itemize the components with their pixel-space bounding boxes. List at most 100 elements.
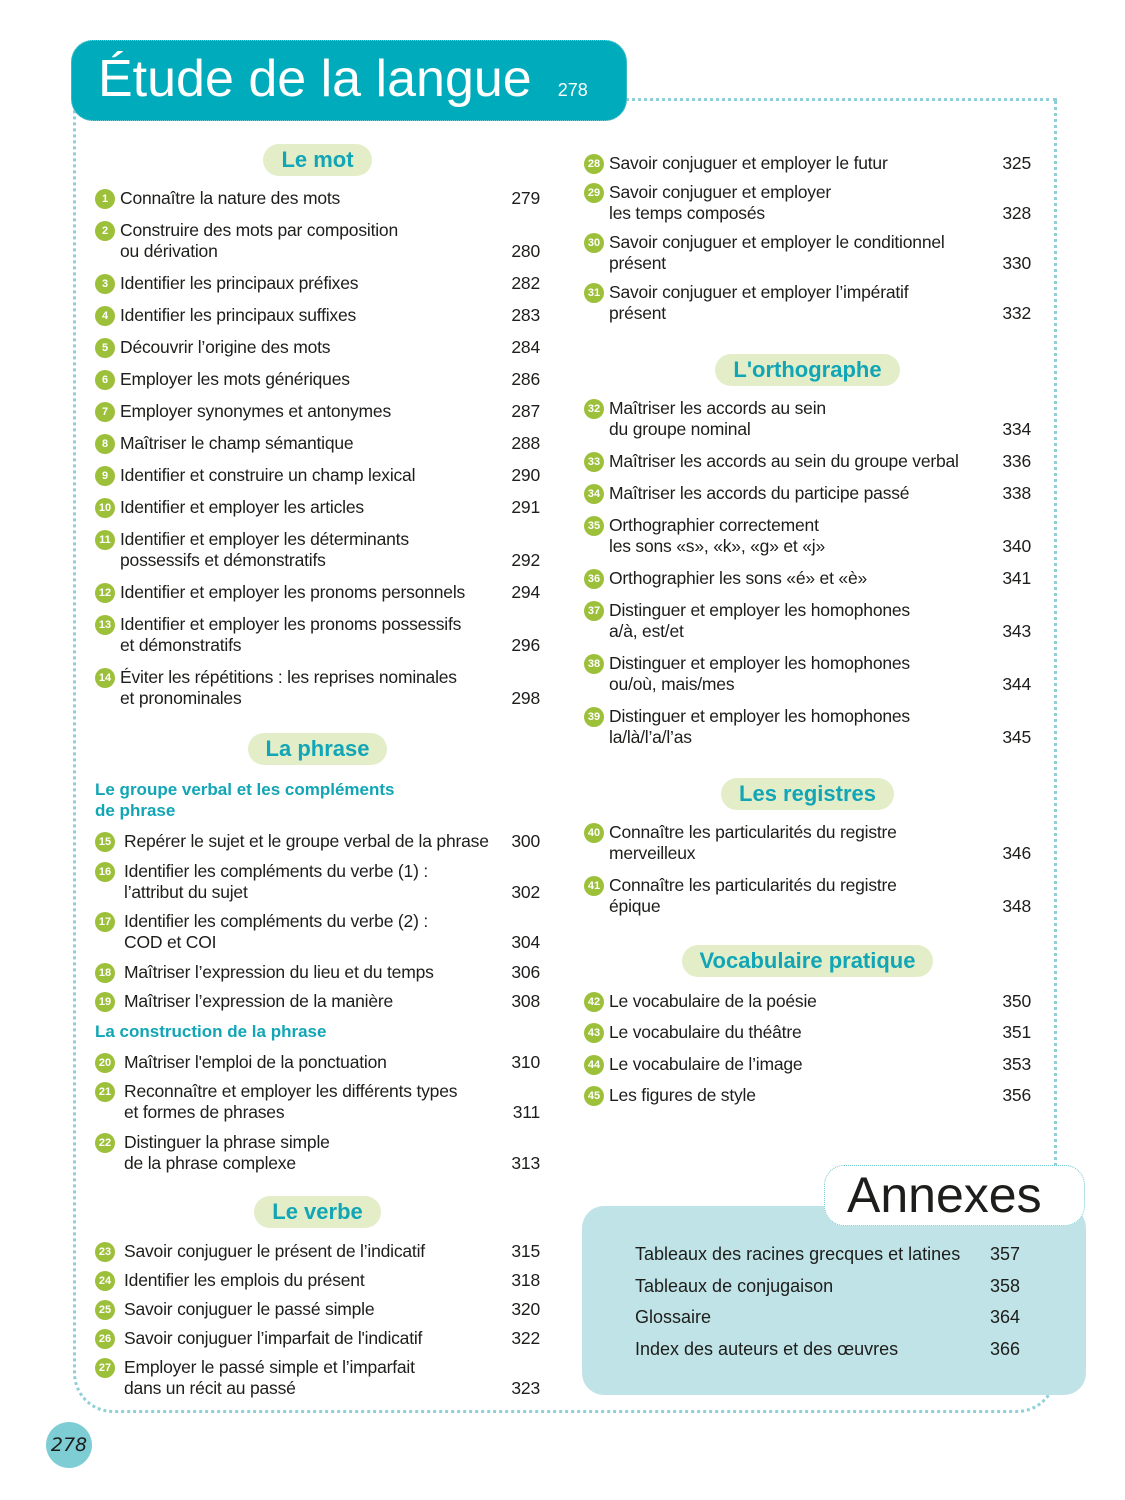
toc-entry[interactable]: 6 Employer les mots génériques 286 (95, 369, 540, 390)
annex-page: 358 (989, 1275, 1020, 1296)
entry-title: Le vocabulaire du théâtre (609, 1022, 802, 1042)
entry-page: 310 (511, 1051, 540, 1072)
entry-title: Employer les mots génériques (120, 369, 350, 389)
toc-entry[interactable]: 1 Connaître la nature des mots 279 (95, 188, 540, 209)
chapter-number-badge: 37 (584, 601, 604, 621)
toc-entry[interactable]: 4 Identifier les principaux suffixes 283 (95, 305, 540, 326)
chapter-number-badge: 25 (95, 1299, 115, 1320)
toc-entry[interactable]: 38 Distinguer et employer les homophones … (584, 653, 1031, 695)
entry-title: Le vocabulaire de la poésie (609, 990, 817, 1011)
annex-entry[interactable]: Glossaire 364 (635, 1305, 1055, 1329)
chapter-number-badge: 11 (95, 530, 115, 550)
toc-entry[interactable]: 23 Savoir conjuguer le présent de l’indic… (95, 1241, 540, 1262)
annex-entry[interactable]: Tableaux des racines grecques et latines… (635, 1242, 1055, 1266)
toc-entry[interactable]: 34 Maîtriser les accords du participe pas… (584, 483, 1031, 504)
entry-title: Maîtriser les accords au sein du groupe … (609, 451, 959, 471)
toc-entry[interactable]: 9 Identifier et construire un champ lexic… (95, 465, 540, 486)
toc-entry[interactable]: 21 Reconnaître et employer les différents… (95, 1081, 540, 1123)
entry-title: Identifier et employer les pronoms posse… (120, 614, 462, 655)
entry-page: 294 (511, 582, 540, 602)
toc-entry[interactable]: 2 Construire des mots par composition ou … (95, 220, 540, 262)
entry-page: 290 (511, 465, 540, 485)
chapter-number-badge: 18 (95, 962, 115, 983)
toc-entry[interactable]: 7 Employer synonymes et antonymes 287 (95, 401, 540, 422)
toc-entry[interactable]: 18 Maîtriser l’expression du lieu et du t… (95, 962, 540, 983)
toc-entry[interactable]: 15 Repérer le sujet et le groupe verbal d… (95, 831, 540, 852)
section-pill: Le verbe (254, 1195, 381, 1228)
entry-title: Orthographier les sons «é» et «è» (609, 568, 868, 588)
entry-page: 292 (511, 550, 540, 570)
chapter-number-badge: 36 (584, 569, 604, 589)
entry-page: 332 (1002, 303, 1031, 323)
entry-page: 287 (511, 401, 540, 421)
section-page-number: 278 (557, 80, 588, 100)
annex-entry[interactable]: Index des auteurs et des œuvres 366 (635, 1337, 1055, 1361)
toc-entry[interactable]: 25 Savoir conjuguer le passé simple 320 (95, 1299, 540, 1320)
toc-entry[interactable]: 27 Employer le passé simple et l’imparfai… (95, 1357, 540, 1399)
entry-page: 341 (1002, 568, 1031, 588)
entry-title: Identifier les compléments du verbe (1) … (124, 860, 429, 902)
entry-page: 351 (1002, 1022, 1031, 1042)
toc-entry[interactable]: 16 Identifier les compléments du verbe (1… (95, 861, 540, 903)
toc-entry[interactable]: 20 Maîtriser l'emploi de la ponctuation 31… (95, 1052, 540, 1073)
entry-page: 313 (511, 1152, 540, 1173)
chapter-number-badge: 2 (95, 221, 115, 241)
entry-page: 308 (511, 991, 540, 1011)
toc-entry[interactable]: 40 Connaître les particularités du regist… (584, 822, 1031, 864)
toc-entry[interactable]: 43 Le vocabulaire du théâtre 351 (584, 1022, 1031, 1043)
entry-page: 318 (511, 1269, 540, 1290)
entry-title: Éviter les répétitions : les reprises no… (120, 667, 457, 708)
toc-entry[interactable]: 26 Savoir conjuguer l’imparfait de l'indi… (95, 1328, 540, 1349)
toc-entry[interactable]: 44 Le vocabulaire de l’image 353 (584, 1054, 1031, 1075)
entry-title: Savoir conjuguer et employer les temps c… (609, 182, 832, 223)
toc-entry[interactable]: 10 Identifier et employer les articles 291 (95, 497, 540, 518)
entry-title: Savoir conjuguer le présent de l’indicat… (124, 1240, 425, 1261)
toc-entry[interactable]: 14 Éviter les répétitions : les reprises … (95, 667, 540, 709)
toc-entry[interactable]: 28 Savoir conjuguer et employer le futur 3… (584, 153, 1031, 174)
toc-entry[interactable]: 45 Les figures de style 356 (584, 1085, 1031, 1106)
toc-entry[interactable]: 36 Orthographier les sons «é» et «è» 341 (584, 568, 1031, 589)
toc-entry[interactable]: 3 Identifier les principaux préfixes 282 (95, 273, 540, 294)
toc-entry[interactable]: 37 Distinguer et employer les homophones … (584, 600, 1031, 642)
toc-entry[interactable]: 29 Savoir conjuguer et employer les temps… (584, 182, 1031, 224)
chapter-number-badge: 27 (95, 1357, 115, 1378)
toc-entry[interactable]: 13 Identifier et employer les pronoms pos… (95, 614, 540, 656)
toc-entry[interactable]: 31 Savoir conjuguer et employer l’impérat… (584, 282, 1031, 324)
section-pill: Vocabulaire pratique (681, 944, 934, 977)
toc-entry[interactable]: 11 Identifier et employer les déterminant… (95, 529, 540, 571)
annex-page: 364 (989, 1307, 1020, 1328)
entry-title: Identifier les principaux préfixes (120, 273, 359, 293)
annex-entry[interactable]: Tableaux de conjugaison 358 (635, 1274, 1055, 1298)
toc-entry[interactable]: 24 Identifier les emplois du présent 318 (95, 1270, 540, 1291)
toc-entry[interactable]: 42 Le vocabulaire de la poésie 350 (584, 991, 1031, 1012)
left-column: Le mot 1 Connaître la nature des mots 279 2 C… (95, 144, 540, 1407)
toc-entry[interactable]: 5 Découvrir l’origine des mots 284 (95, 337, 540, 358)
toc-entry[interactable]: 8 Maîtriser le champ sémantique 288 (95, 433, 540, 454)
chapter-number-badge: 8 (95, 434, 115, 454)
toc-entry[interactable]: 41 Connaître les particularités du regist… (584, 875, 1031, 917)
section-header: Étude de la langue 278 (71, 40, 627, 121)
annex-title: Glossaire (635, 1307, 712, 1328)
entry-page: 340 (1002, 536, 1031, 556)
entry-page: 346 (1002, 843, 1031, 863)
toc-entry[interactable]: 30 Savoir conjuguer et employer le condit… (584, 232, 1031, 274)
chapter-number-badge: 20 (95, 1052, 115, 1073)
annexes-list: Tableaux des racines grecques et latines… (635, 1242, 1055, 1369)
toc-entry[interactable]: 35 Orthographier correctement les sons «s… (584, 515, 1031, 557)
toc-entry[interactable]: 33 Maîtriser les accords au sein du group… (584, 451, 1031, 472)
annexes-tab: Annexes (824, 1165, 1085, 1226)
entry-title: Identifier et construire un champ lexica… (120, 465, 416, 485)
toc-entry[interactable]: 32 Maîtriser les accords au sein du group… (584, 398, 1031, 440)
chapter-number-badge: 21 (95, 1082, 115, 1102)
chapter-number-badge: 17 (95, 912, 115, 932)
toc-entry[interactable]: 12 Identifier et employer les pronoms per… (95, 582, 540, 603)
toc-entry[interactable]: 17 Identifier les compléments du verbe (2… (95, 911, 540, 953)
chapter-number-badge: 4 (95, 306, 115, 326)
toc-entry[interactable]: 19 Maîtriser l’expression de la manière 30… (95, 991, 540, 1012)
entry-title: Maîtriser l'emploi de la ponctuation (124, 1051, 387, 1072)
toc-entry[interactable]: 39 Distinguer et employer les homophones … (584, 706, 1031, 748)
toc-entry[interactable]: 22 Distinguer la phrase simple de la phra… (95, 1132, 540, 1174)
entry-title: Savoir conjuguer le passé simple (124, 1298, 375, 1319)
entry-title: Repérer le sujet et le groupe verbal de … (124, 831, 489, 851)
chapter-number-badge: 41 (584, 875, 604, 896)
